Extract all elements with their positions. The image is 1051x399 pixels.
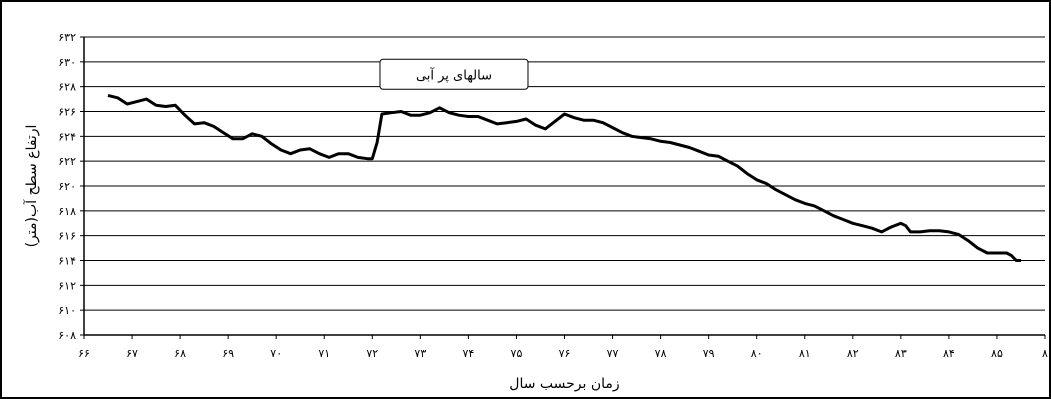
x-tick-label: ۷۸ [655,347,667,360]
x-tick-label: ۸۴ [943,347,955,360]
y-tick-label: ۶۰۸ [58,329,76,342]
y-tick-label: ۶۱۶ [58,230,76,243]
x-axis-title: زمان برحسب سال [509,376,619,392]
x-tick-label: ۶۹ [222,347,234,360]
x-tick-label: ۸۲ [847,347,859,360]
x-tick-label: ۶۷ [126,347,138,360]
y-tick-label: ۶۱۲ [58,279,76,292]
y-tick-label: ۶۲۸ [58,81,76,94]
y-tick-label: ۶۳۰ [58,56,76,69]
y-tick-label: ۶۱۴ [58,255,76,268]
x-tick-label: ۷۹ [703,347,715,360]
x-tick-label: ۶۶ [78,347,90,360]
x-tick-label: ۸۳ [895,347,907,360]
y-tick-label: ۶۱۸ [58,205,76,218]
x-tick-label: ۷۲ [366,347,378,360]
y-tick-label: ۶۱۰ [58,304,76,317]
x-tick-label: ۷۴ [462,347,474,360]
x-tick-label: ۸۵ [991,347,1003,360]
y-tick-label: ۶۳۲ [58,31,76,44]
annotation-box [379,58,529,90]
y-tick-label: ۶۲۴ [58,130,76,143]
x-tick-label: ۸ [1042,347,1048,360]
x-tick-label: ۷۷ [607,347,619,360]
x-tick-label: ۷۳ [414,347,426,360]
annotation-text: سالهای پر آبی [416,66,492,83]
x-tick-label: ۸۱ [799,347,811,360]
y-tick-label: ۶۲۰ [58,180,76,193]
x-tick-label: ۸۰ [751,347,763,360]
y-tick-label: ۶۲۲ [58,155,76,168]
x-tick-label: ۷۰ [270,347,282,360]
x-tick-label: ۶۸ [174,347,186,360]
x-tick-label: ۷۶ [559,347,571,360]
x-tick-label: ۷۱ [318,347,330,360]
x-tick-label: ۷۵ [511,347,523,360]
y-axis-title: ارتفاع سطح آب(متر) [23,125,40,248]
series-line [107,93,1021,262]
y-tick-label: ۶۲۶ [58,106,76,119]
